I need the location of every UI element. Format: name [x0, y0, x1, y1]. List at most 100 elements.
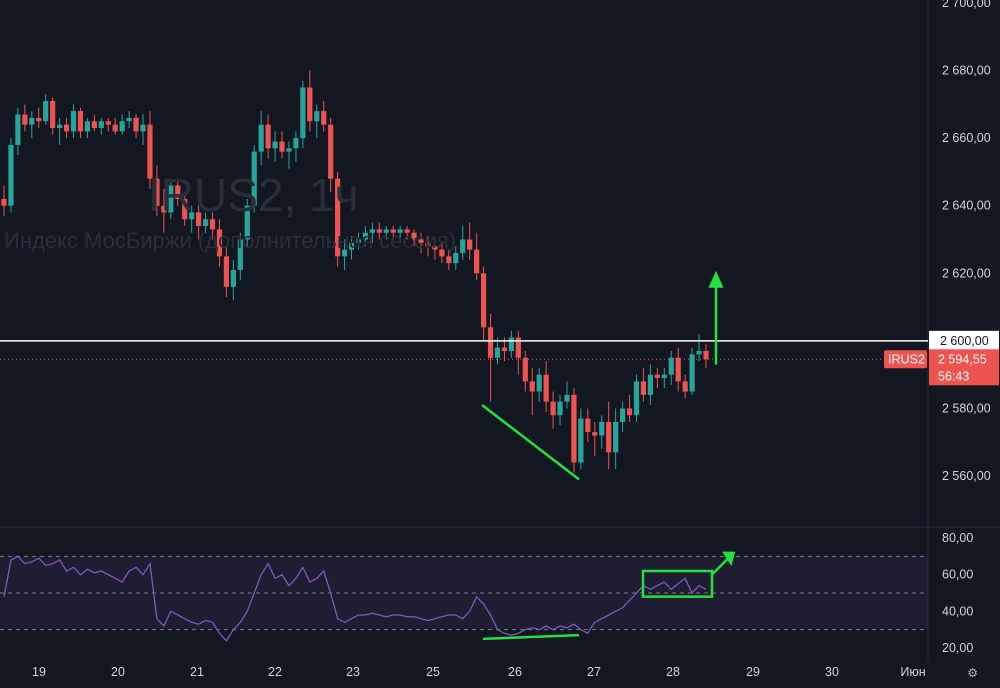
rsi-tick-label: 80,00 [942, 531, 973, 545]
candle-body [286, 148, 292, 152]
candle-body [168, 185, 174, 213]
watermark-title: IRUS2, 1ч [148, 169, 359, 221]
candle-body [480, 273, 487, 328]
candle-body [599, 421, 605, 436]
candle-body [613, 421, 619, 453]
candle-body [654, 374, 660, 379]
candle-body [543, 374, 549, 402]
candle-body [300, 87, 306, 139]
level-line-label-bg [929, 330, 999, 351]
candle-body [494, 347, 501, 358]
candle-body [196, 212, 202, 226]
x-tick-label: 23 [346, 665, 360, 679]
candle-body [70, 111, 77, 132]
candle-body [63, 124, 70, 132]
candle-body [15, 114, 21, 145]
candle-body [43, 100, 49, 122]
candle-body [675, 357, 681, 382]
candle-body [703, 350, 709, 360]
price-tick-label: 2 640,00 [942, 199, 991, 213]
candle-body [328, 124, 334, 179]
candle-body [453, 253, 459, 264]
rsi-arrow-green [711, 555, 731, 576]
candle-body [550, 401, 556, 416]
candle-body [446, 256, 452, 264]
candle-body [355, 239, 362, 243]
candle-body [202, 219, 209, 226]
rsi-divergence-line-green [482, 633, 580, 641]
candle-body [474, 249, 480, 274]
settings-icon[interactable]: ⚙ [967, 666, 978, 680]
candle-body [341, 249, 348, 257]
candle-body [223, 256, 230, 287]
candle-body [376, 229, 382, 233]
candle-body [404, 229, 410, 233]
candle-body [175, 185, 181, 199]
candle-body [307, 87, 313, 122]
candle-body [487, 327, 494, 358]
candle-body [105, 121, 111, 125]
candle-body [348, 242, 355, 250]
candle-body [119, 121, 125, 132]
candle-body [439, 249, 445, 257]
candle-body [237, 239, 243, 270]
candle-body [230, 269, 236, 287]
candle-body [140, 124, 146, 132]
x-tick-label: Июн [900, 665, 925, 679]
candle-body [279, 141, 285, 152]
price-trendline-green [481, 404, 580, 481]
price-tick-label: 2 580,00 [942, 401, 991, 415]
candle-body [460, 239, 466, 254]
candle-body [668, 357, 674, 375]
rsi-arrow-head-icon [722, 551, 736, 567]
candle-body [501, 347, 508, 351]
candle-body [293, 138, 299, 149]
candle-body [335, 178, 341, 257]
candle-body [272, 141, 278, 149]
x-tick-label: 29 [746, 665, 760, 679]
x-tick-label: 26 [508, 665, 522, 679]
rsi-tick-label: 40,00 [942, 604, 973, 618]
candle-body [411, 232, 417, 240]
x-tick-label: 27 [587, 665, 601, 679]
price-tick-label: 2 560,00 [942, 469, 991, 483]
candle-body [633, 381, 640, 416]
candle-body [397, 229, 403, 233]
candle-body [425, 242, 431, 247]
arrow-head-icon [708, 270, 724, 288]
watermark-subtitle: Индекс МосБиржи (дополнительная сессия) [4, 228, 457, 253]
candle-body [619, 408, 626, 422]
candle-body [522, 357, 528, 382]
candle-body [369, 229, 375, 233]
candle-body [467, 239, 473, 250]
level-line-label: 2 600,00 [940, 334, 989, 348]
candle-body [133, 117, 139, 132]
candle-body [161, 205, 167, 213]
candle-body [8, 144, 14, 206]
x-tick-label: 28 [666, 665, 680, 679]
candle-body [390, 229, 396, 233]
price-tick-label: 2 700,00 [942, 0, 991, 10]
candle-body [536, 374, 542, 392]
candle-body [585, 418, 591, 433]
price-tick-label: 2 660,00 [942, 131, 991, 145]
candle-body [1, 198, 7, 206]
rsi-tick-label: 60,00 [942, 568, 973, 582]
candle-body [98, 121, 104, 129]
candles-group [1, 70, 709, 473]
candle-body [216, 229, 223, 257]
candle-body [22, 114, 28, 125]
x-tick-label: 19 [32, 665, 46, 679]
candle-body [529, 381, 535, 392]
candle-body [147, 124, 153, 179]
last-price-badge-bg [929, 349, 999, 386]
candle-body [314, 111, 320, 122]
candle-body [182, 198, 188, 220]
candle-body [592, 432, 598, 436]
candle-body [265, 124, 271, 149]
candle-body [50, 100, 56, 129]
candle-body [57, 124, 63, 129]
candle-body [84, 121, 91, 132]
candle-body [557, 401, 563, 416]
